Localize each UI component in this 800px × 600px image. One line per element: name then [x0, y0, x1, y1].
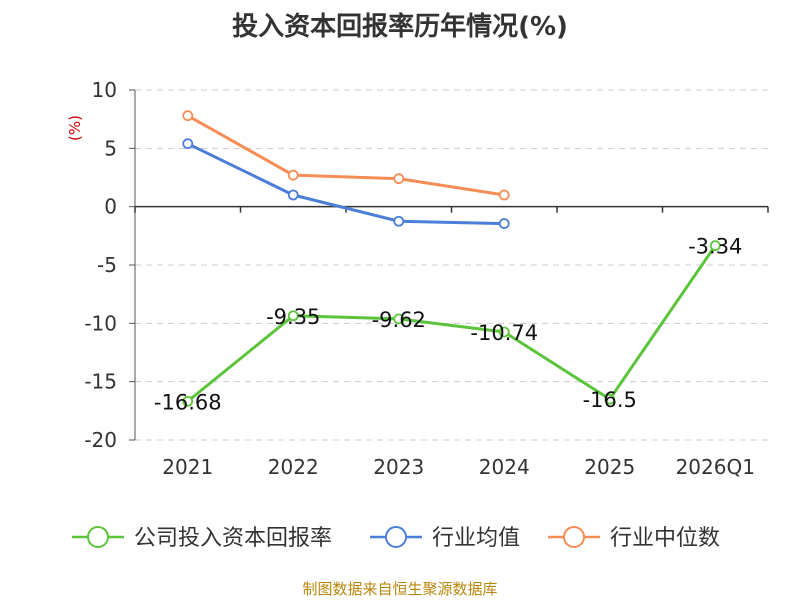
data-point	[604, 393, 616, 405]
y-axis-label: (%)	[66, 115, 84, 141]
data-label: -10.74	[470, 321, 538, 345]
x-tick-label: 2026Q1	[676, 455, 755, 479]
x-tick-label: 2023	[373, 455, 424, 479]
data-point	[182, 395, 194, 407]
data-point	[182, 110, 194, 122]
y-tick-label: -5	[97, 253, 117, 277]
data-label: -3.34	[688, 235, 742, 259]
x-tick-label: 2021	[162, 455, 213, 479]
data-label: -16.5	[583, 388, 637, 412]
legend-marker	[563, 526, 585, 548]
y-tick-label: 0	[104, 195, 117, 219]
x-tick-label: 2022	[268, 455, 319, 479]
data-point	[709, 240, 721, 252]
legend-label: 公司投入资本回报率	[134, 526, 332, 551]
y-tick-label: 10	[92, 78, 117, 102]
legend-label: 行业中位数	[610, 526, 720, 551]
data-point	[498, 189, 510, 201]
series-line-1	[187, 142, 505, 226]
y-tick-label: -15	[84, 370, 117, 394]
legend-marker	[87, 526, 109, 548]
y-tick-label: -10	[84, 311, 117, 335]
legend-marker	[385, 526, 407, 548]
data-point	[182, 138, 194, 150]
data-label: -16.68	[154, 390, 222, 414]
data-label: -9.35	[266, 305, 320, 329]
data-point	[287, 189, 299, 201]
x-tick-label: 2024	[479, 455, 530, 479]
data-point	[393, 173, 405, 185]
x-tick-label: 2025	[584, 455, 635, 479]
data-point	[287, 310, 299, 322]
chart-title: 投入资本回报率历年情况(%)	[232, 12, 568, 42]
data-label: -9.62	[372, 308, 426, 332]
series-line-0	[186, 244, 717, 403]
series-line-2	[187, 114, 505, 197]
y-tick-label: -20	[84, 428, 117, 452]
y-tick-label: 5	[104, 136, 117, 160]
data-point	[498, 218, 510, 229]
data-point	[393, 313, 405, 325]
data-point	[498, 326, 510, 338]
data-point	[287, 169, 299, 181]
data-point	[393, 215, 405, 227]
source-note: 制图数据来自恒生聚源数据库	[302, 580, 498, 598]
legend-label: 行业均值	[432, 526, 520, 551]
